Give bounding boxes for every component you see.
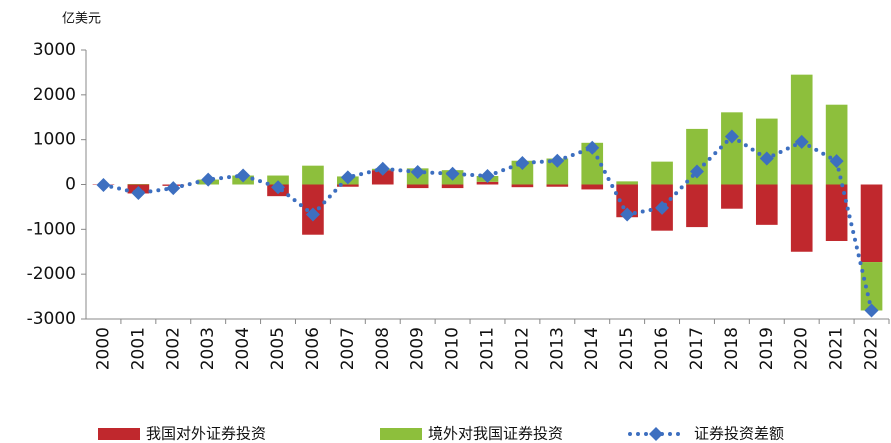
marker <box>480 168 495 183</box>
marker <box>585 140 600 155</box>
x-tick-label: 2008 <box>373 327 393 370</box>
bar <box>441 184 464 189</box>
x-tick-label: 2013 <box>547 327 567 370</box>
marker <box>340 170 355 185</box>
marker <box>515 155 530 170</box>
bar <box>511 160 534 185</box>
x-tick-label: 2009 <box>408 327 428 370</box>
x-tick-label: 2020 <box>792 327 812 370</box>
legend-label: 证券投资差额 <box>694 425 784 443</box>
marker <box>410 164 425 179</box>
bar <box>267 175 289 185</box>
y-tick-label: -2000 <box>27 264 76 284</box>
x-tick-label: 2003 <box>198 327 218 370</box>
legend-label: 境外对我国证券投资 <box>428 425 563 443</box>
marker <box>724 129 739 144</box>
bar <box>302 165 324 185</box>
bar <box>860 262 883 311</box>
marker <box>689 164 704 179</box>
y-tick-label: -3000 <box>27 309 76 329</box>
marker <box>166 181 181 196</box>
marker <box>620 207 635 222</box>
x-tick-label: 2000 <box>93 327 113 370</box>
marker <box>131 186 146 201</box>
x-tick-label: 2022 <box>862 327 882 370</box>
x-tick-label: 2011 <box>478 327 498 370</box>
y-tick-label: 0 <box>65 175 76 195</box>
bar <box>755 184 778 225</box>
x-tick-label: 2006 <box>303 327 323 370</box>
marker <box>655 200 670 215</box>
y-axis-unit: 亿美元 <box>62 12 101 27</box>
bar <box>337 184 359 187</box>
marker <box>550 153 565 168</box>
marker <box>829 154 844 169</box>
legend-swatch <box>98 428 140 440</box>
bar <box>546 158 569 185</box>
marker <box>445 166 460 181</box>
x-tick-label: 2016 <box>652 327 672 370</box>
marker <box>236 168 251 183</box>
y-tick-label: 1000 <box>33 130 76 150</box>
bar <box>825 104 848 185</box>
x-tick-label: 2004 <box>233 327 253 370</box>
legend-swatch <box>649 427 663 441</box>
bar <box>721 184 743 209</box>
marker <box>201 172 216 187</box>
y-tick-label: -1000 <box>27 219 76 239</box>
marker <box>96 177 111 192</box>
x-tick-label: 2002 <box>163 327 183 370</box>
x-tick-label: 2010 <box>443 327 463 370</box>
bar <box>686 184 708 228</box>
marker <box>375 161 390 176</box>
marker <box>759 151 774 166</box>
x-tick-label: 2015 <box>617 327 637 370</box>
bar <box>546 184 569 187</box>
bar <box>476 181 499 185</box>
marker <box>794 134 809 149</box>
bar <box>825 184 848 241</box>
x-tick-label: 2007 <box>338 327 358 370</box>
bar <box>511 184 534 188</box>
bar <box>616 184 638 218</box>
bar <box>406 184 429 189</box>
x-tick-label: 2019 <box>757 327 777 370</box>
x-tick-label: 2018 <box>722 327 742 370</box>
x-tick-label: 2001 <box>128 327 148 370</box>
bar <box>371 170 394 185</box>
bar <box>790 184 813 252</box>
y-tick-label: 3000 <box>33 40 76 60</box>
bar <box>581 184 604 190</box>
marker <box>271 180 286 195</box>
bar <box>616 181 638 185</box>
bar <box>581 142 604 185</box>
y-tick-label: 2000 <box>33 85 76 105</box>
bar <box>651 161 673 185</box>
bar <box>860 184 883 263</box>
marker <box>305 207 320 222</box>
x-tick-label: 2012 <box>512 327 532 370</box>
legend-swatch <box>380 428 422 440</box>
x-tick-label: 2017 <box>687 327 707 370</box>
bar <box>790 74 813 185</box>
legend-label: 我国对外证券投资 <box>146 425 266 443</box>
bar <box>721 112 743 185</box>
x-tick-label: 2005 <box>268 327 288 370</box>
marker <box>864 303 879 318</box>
x-tick-label: 2021 <box>827 327 847 370</box>
x-tick-label: 2014 <box>582 327 602 370</box>
